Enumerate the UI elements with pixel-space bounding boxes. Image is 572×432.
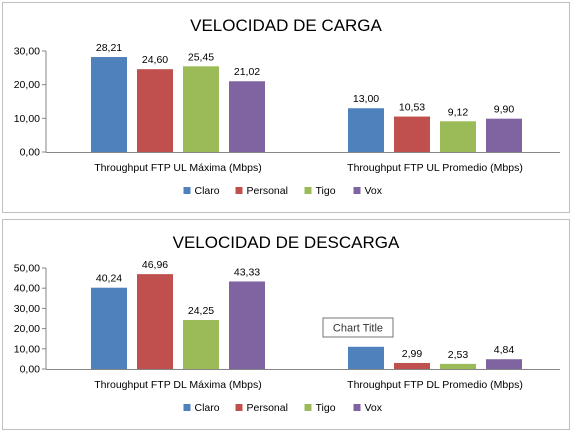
y-tick-label: 20,00	[14, 79, 40, 91]
data-label: 25,45	[188, 51, 214, 63]
bar-personal-1	[137, 69, 173, 152]
data-label: 9,90	[494, 104, 515, 116]
legend-label-vox: Vox	[365, 185, 383, 197]
data-label: 10,53	[399, 102, 425, 114]
bar-vox-1	[229, 281, 265, 369]
y-tick-label: 50,00	[14, 263, 40, 275]
legend-swatch-personal	[235, 404, 243, 411]
bar-claro-1	[91, 57, 127, 152]
tooltip-box	[322, 317, 394, 338]
legend-swatch-claro	[183, 187, 191, 194]
data-label: 13,00	[353, 93, 379, 105]
legend-swatch-vox	[353, 404, 361, 411]
chart-2-legend: Claro Personal Tigo Vox	[183, 402, 383, 414]
data-label: 9,12	[448, 106, 469, 118]
chart-1-legend: Claro Personal Tigo Vox	[183, 185, 383, 197]
category-label: Throughput FTP UL Máxima (Mbps)	[94, 162, 261, 174]
data-label: 24,60	[142, 54, 168, 66]
bar-tigo-2	[440, 363, 476, 369]
bar-tigo-1	[183, 66, 219, 152]
legend-swatch-tigo	[304, 187, 312, 194]
legend-swatch-claro	[183, 404, 191, 411]
chart-2-title: VELOCIDAD DE DESCARGA	[173, 233, 400, 252]
data-label: 46,96	[142, 259, 168, 271]
category-label: Throughput FTP DL Promedio (Mbps)	[347, 379, 523, 391]
y-tick-label: 0,00	[20, 147, 41, 159]
y-tick-label: 0,00	[20, 364, 41, 376]
data-label: 4,84	[494, 344, 515, 356]
category-label: Throughput FTP UL Promedio (Mbps)	[347, 162, 523, 174]
chart-1-title: VELOCIDAD DE CARGA	[190, 16, 382, 35]
legend-label-personal: Personal	[247, 185, 288, 197]
bar-claro-1	[91, 287, 127, 369]
legend-swatch-personal	[235, 187, 243, 194]
legend-swatch-tigo	[304, 404, 312, 411]
legend-label-claro: Claro	[195, 185, 220, 197]
bar-claro-2	[348, 108, 384, 152]
bar-vox-2	[486, 118, 522, 152]
legend-label-claro: Claro	[195, 402, 220, 414]
bar-personal-2	[394, 116, 430, 152]
chart-1-plot: 0,00 10,00 20,00 30,00 28,21 24,60 25,45 21,02 T…	[14, 42, 560, 174]
bar-claro-2	[348, 346, 384, 369]
legend-label-personal: Personal	[247, 402, 288, 414]
bar-tigo-2	[440, 121, 476, 152]
bar-tigo-1	[183, 320, 219, 369]
legend-label-vox: Vox	[365, 402, 383, 414]
y-tick-label: 30,00	[14, 303, 40, 315]
category-label: Throughput FTP DL Máxima (Mbps)	[94, 379, 261, 391]
y-tick-label: 40,00	[14, 283, 40, 295]
data-label: 43,33	[234, 266, 260, 278]
bar-vox-1	[229, 81, 265, 152]
legend-label-tigo: Tigo	[316, 402, 336, 414]
y-tick-label: 20,00	[14, 323, 40, 335]
data-label: 2,99	[402, 348, 423, 360]
y-tick-label: 30,00	[14, 46, 40, 58]
tooltip-text: Chart Title	[333, 323, 383, 335]
legend-label-tigo: Tigo	[316, 185, 336, 197]
legend-swatch-vox	[353, 187, 361, 194]
y-tick-label: 10,00	[14, 113, 40, 125]
chart-title-tooltip: Chart Title	[322, 317, 394, 338]
bar-personal-1	[137, 274, 173, 369]
data-label: 24,25	[188, 305, 214, 317]
data-label: 28,21	[96, 42, 122, 54]
bar-vox-2	[486, 359, 522, 369]
data-label: 2,53	[448, 349, 469, 361]
y-tick-label: 10,00	[14, 343, 40, 355]
bar-personal-2	[394, 362, 430, 369]
chart-2-plot: 0,00 10,00 20,00 30,00 40,00 50,00 40,24 46,96 2…	[14, 259, 560, 391]
data-label: 21,02	[234, 66, 260, 78]
data-label: 40,24	[96, 273, 122, 285]
